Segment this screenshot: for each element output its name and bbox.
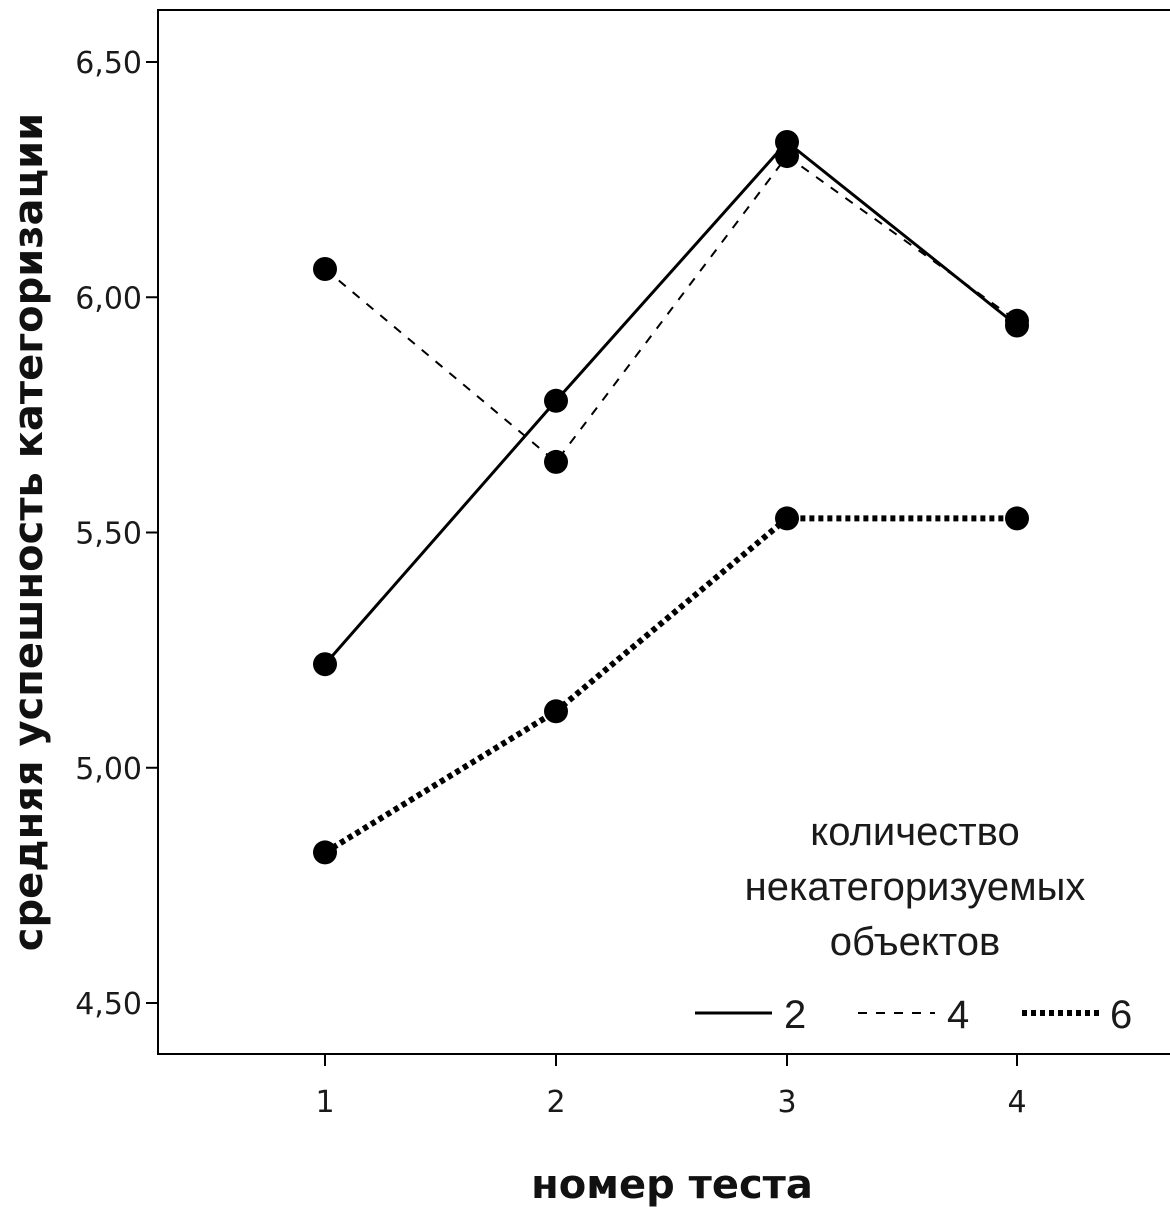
legend-label-series-4: 4 (947, 993, 969, 1037)
x-tick-label: 1 (315, 1085, 334, 1120)
series-lines (323, 140, 1018, 855)
legend-title-line-1: количество (810, 810, 1019, 854)
legend-label-series-6: 6 (1110, 993, 1132, 1037)
legend-label-series-2: 2 (784, 993, 806, 1037)
series-4-point (544, 449, 568, 474)
legend: количество некатегоризуемых объектов 2 4… (695, 810, 1132, 1037)
x-tick-label: 3 (777, 1085, 796, 1120)
x-tick-label: 4 (1007, 1085, 1026, 1120)
series-points (313, 130, 1029, 865)
y-axis-ticks: 4,50 5,00 5,50 6,00 6,50 (75, 46, 158, 1022)
series-4-line (324, 155, 1018, 463)
y-tick-label: 6,00 (75, 281, 142, 316)
series-6-point (775, 506, 799, 531)
y-tick-label: 5,00 (75, 752, 142, 787)
series-2-point (544, 388, 568, 413)
y-tick-label: 5,50 (75, 517, 142, 552)
series-4-point (775, 144, 799, 169)
x-axis-ticks: 1 2 3 4 (315, 1054, 1027, 1120)
y-tick-label: 4,50 (75, 987, 142, 1022)
y-axis-title: средняя успешность категоризации (6, 113, 52, 951)
legend-title-line-3: объектов (830, 920, 1000, 964)
x-axis-title: номер теста (531, 1162, 813, 1207)
series-2-point (313, 652, 337, 677)
legend-title-line-2: некатегоризуемых (745, 865, 1086, 909)
y-tick-label: 6,50 (75, 46, 142, 81)
series-6-point (1005, 506, 1029, 531)
series-4-point (313, 257, 337, 281)
x-tick-label: 2 (546, 1085, 565, 1120)
series-6-point (313, 840, 337, 865)
series-6-point (544, 699, 568, 724)
series-4-point (1005, 308, 1029, 333)
series-6-line (323, 515, 1017, 855)
series-2-line (323, 140, 1018, 666)
